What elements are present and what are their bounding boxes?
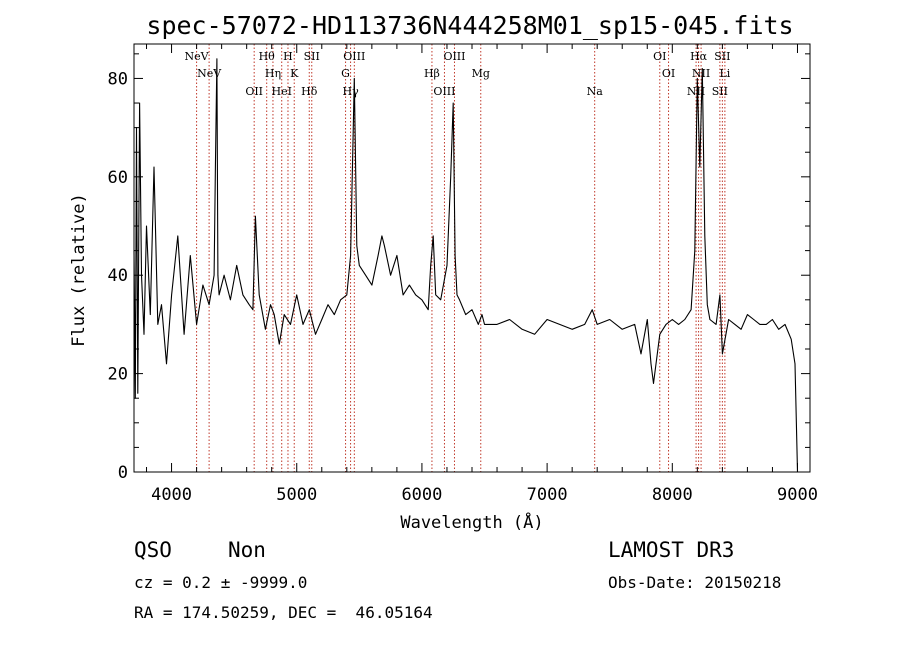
observation-date: Obs-Date: 20150218: [608, 573, 782, 592]
line-label: OIII: [443, 50, 465, 63]
x-tick-label: 5000: [276, 485, 317, 505]
line-label: OIII: [343, 50, 365, 63]
line-label: H: [283, 50, 293, 63]
x-tick-label: 8000: [652, 485, 693, 505]
line-label: G: [341, 67, 350, 80]
plot-area: [133, 58, 799, 473]
line-label: NeV: [185, 50, 210, 63]
axes: 4000 5000 6000 7000 8000 9000 0 20 40 60 80: [108, 43, 818, 505]
line-label: SII: [712, 85, 728, 98]
coordinates: RA = 174.50259, DEC = 46.05164: [134, 603, 433, 622]
emission-line-markers: [196, 44, 726, 472]
line-label: Hη: [265, 67, 281, 80]
y-tick-label: 40: [108, 266, 128, 286]
object-class: QSO: [134, 538, 172, 562]
line-label: OI: [653, 50, 666, 63]
x-axis-label: Wavelength (Å): [400, 511, 543, 533]
y-tick-label: 80: [108, 69, 128, 89]
y-axis-label: Flux (relative): [69, 193, 89, 347]
line-label: HeI: [271, 85, 291, 98]
line-label: SII: [304, 50, 320, 63]
survey-name: LAMOST DR3: [608, 538, 735, 562]
plot-frame: [133, 43, 811, 473]
line-label: NII: [687, 85, 705, 98]
line-label: OIII: [433, 85, 455, 98]
line-label: Li: [719, 67, 730, 80]
object-subclass: Non: [228, 538, 266, 562]
y-tick-label: 20: [108, 365, 128, 385]
emission-line-labels: NeVNeVOIIHθHηHeIHKHδSIIGHγOIIIHβOIIIOIII…: [185, 50, 731, 98]
y-tick-label: 60: [108, 168, 128, 188]
line-label: OII: [245, 85, 263, 98]
line-label: Hγ: [342, 85, 359, 98]
x-tick-label: 7000: [527, 485, 568, 505]
line-label: K: [290, 67, 299, 80]
line-label: Mg: [472, 67, 490, 80]
x-tick-label: 9000: [777, 485, 818, 505]
line-label: NII: [692, 67, 710, 80]
x-tick-label: 4000: [151, 485, 192, 505]
spectrum-line: [133, 58, 799, 473]
line-label: Hθ: [259, 50, 276, 63]
x-tick-label: 6000: [401, 485, 442, 505]
chart-title: spec-57072-HD113736N444258M01_sp15-045.f…: [146, 11, 793, 40]
line-label: Hδ: [301, 85, 318, 98]
line-label: Hα: [690, 50, 708, 63]
line-label: SII: [714, 50, 730, 63]
redshift-value: cz = 0.2 ± -9999.0: [134, 573, 308, 592]
line-label: Na: [587, 85, 604, 98]
line-label: Hβ: [424, 67, 440, 80]
line-label: NeV: [197, 67, 222, 80]
line-label: OI: [662, 67, 675, 80]
y-tick-label: 0: [118, 463, 128, 483]
